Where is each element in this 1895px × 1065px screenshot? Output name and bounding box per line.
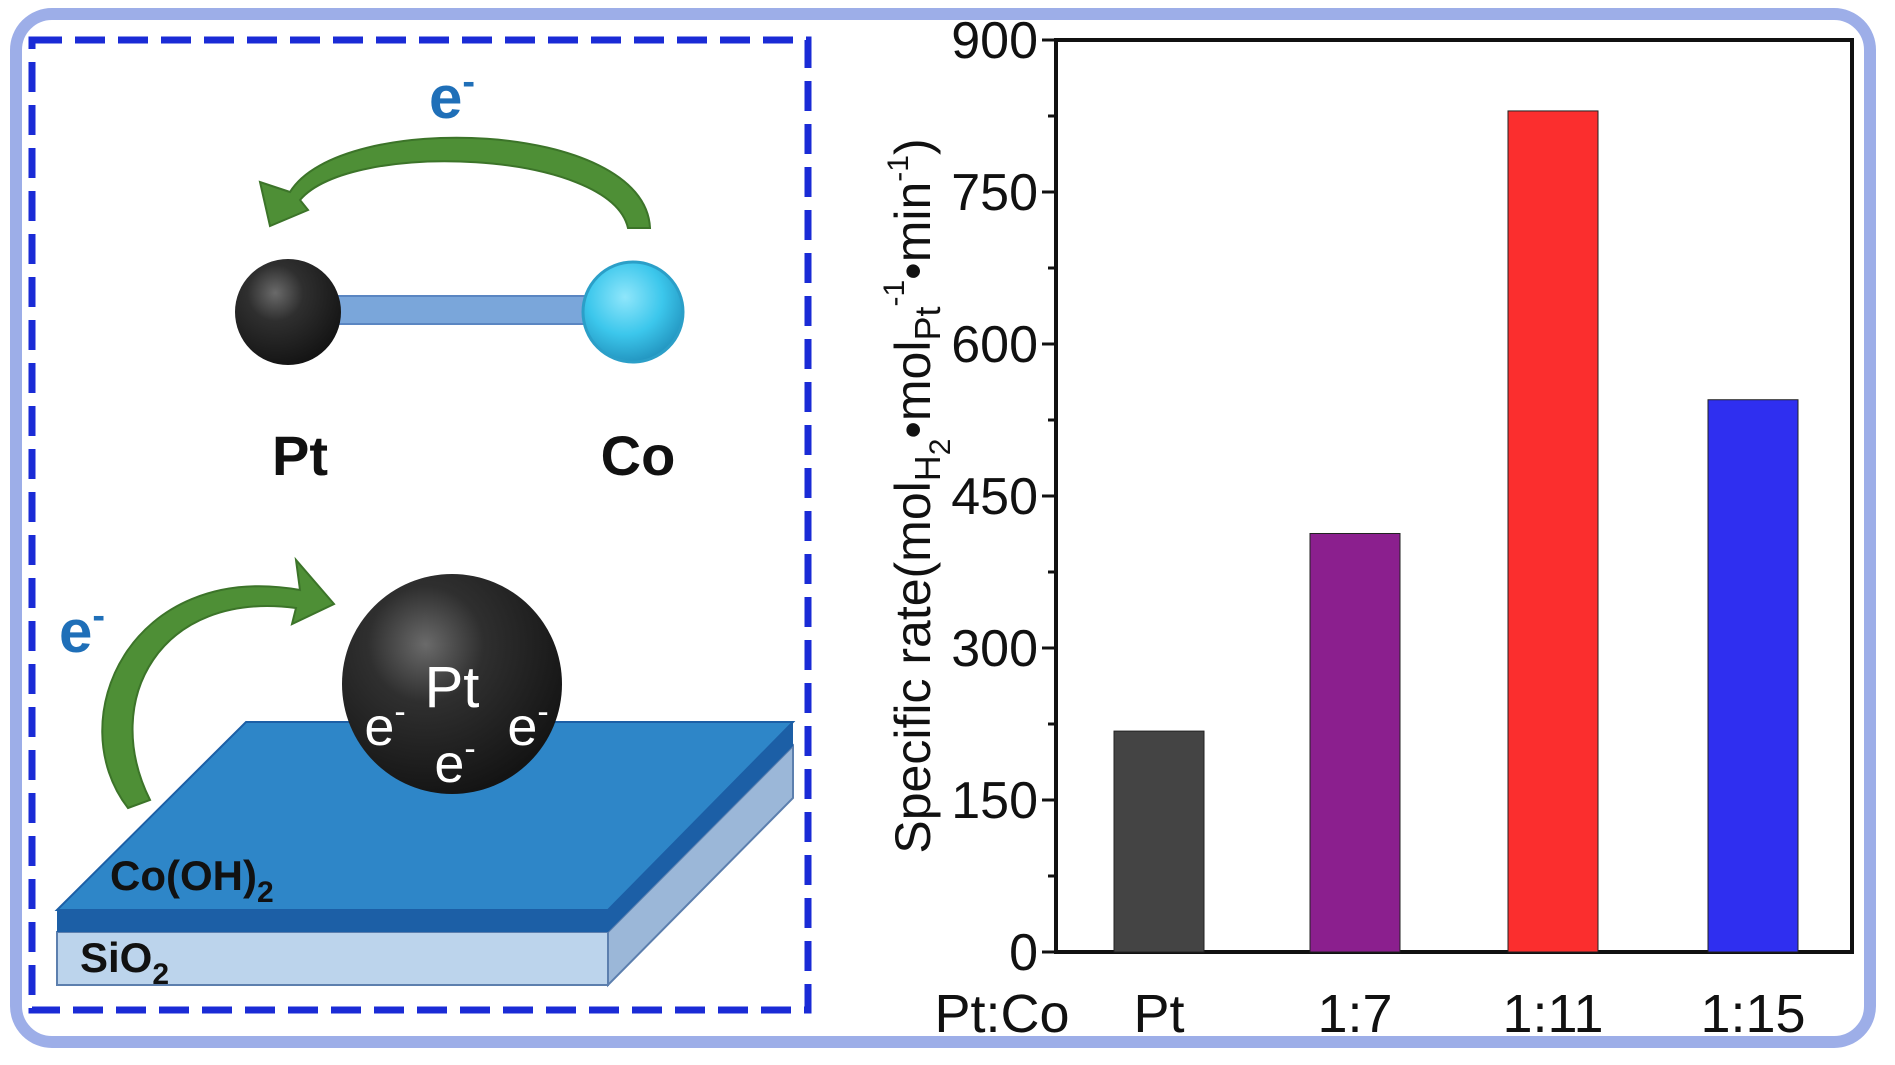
electron-transfer-arrow-top bbox=[258, 136, 652, 229]
particle-electron-2: e- bbox=[434, 730, 475, 794]
x-tick-label-0: Pt bbox=[1133, 984, 1184, 1044]
y-tick-label-3: 450 bbox=[951, 468, 1038, 526]
y-axis-label-part-7: -1 bbox=[882, 155, 915, 182]
category-axis-label: Pt:Co bbox=[934, 984, 1069, 1044]
y-axis-label-part-0: Specific rate(mol bbox=[885, 481, 941, 853]
y-tick-label-5: 750 bbox=[951, 164, 1038, 222]
pt-atom bbox=[235, 259, 341, 365]
particle-electron-3: e- bbox=[507, 693, 548, 757]
y-tick-label-1: 150 bbox=[951, 772, 1038, 830]
bar-3 bbox=[1707, 399, 1799, 953]
dashed-border bbox=[28, 36, 812, 1014]
atom-label-co: Co bbox=[601, 424, 676, 487]
bar-1 bbox=[1309, 532, 1401, 953]
x-tick-label-1: 1:7 bbox=[1317, 984, 1392, 1044]
y-tick-label-0: 0 bbox=[1009, 924, 1038, 982]
bar-chart: 0 150 300 450 600 750 900 Pt 1:7 1:11 1:15 Pt:Co Sp… bbox=[878, 12, 1854, 1044]
y-axis-label-part-1: H bbox=[907, 455, 948, 481]
schematic-panel: e- Pt Co e- Co(OH)2 SiO2 Pt e- e- e- bbox=[28, 36, 812, 1014]
electron-label-left: e- bbox=[59, 595, 105, 665]
atom-label-pt: Pt bbox=[272, 424, 328, 487]
particle-electron-1: e- bbox=[364, 693, 405, 757]
x-tick-label-3: 1:15 bbox=[1700, 984, 1805, 1044]
cooh2-label: Co(OH)2 bbox=[110, 852, 274, 909]
y-tick-label-4: 600 bbox=[951, 316, 1038, 374]
cooh2-layer-side bbox=[608, 722, 793, 932]
y-axis-label-part-4: Pt bbox=[907, 306, 948, 340]
y-tick-label-6: 900 bbox=[951, 12, 1038, 70]
electron-transfer-arrow-left bbox=[101, 556, 336, 810]
bar-0 bbox=[1113, 730, 1205, 953]
y-axis-label: Specific rate(molH2•molPt-1•min-1) bbox=[878, 138, 957, 853]
x-tick-label-2: 1:11 bbox=[1502, 984, 1603, 1044]
y-axis-label-part-5: -1 bbox=[878, 280, 911, 307]
bar-2 bbox=[1507, 110, 1599, 953]
y-axis-label-part-8: ) bbox=[885, 138, 941, 155]
y-axis-label-part-6: •min bbox=[885, 182, 941, 280]
y-axis-label-part-2: 2 bbox=[924, 439, 957, 456]
sio2-label: SiO2 bbox=[80, 934, 169, 991]
pt-particle-label: Pt bbox=[425, 655, 480, 720]
y-axis-label-part-3: •mol bbox=[885, 341, 941, 439]
pt-co-bond bbox=[327, 295, 594, 325]
pt-particle bbox=[342, 574, 562, 794]
cooh2-layer-front bbox=[57, 910, 608, 932]
electron-label-top: e- bbox=[429, 61, 475, 131]
y-tick-label-2: 300 bbox=[951, 620, 1038, 678]
co-atom bbox=[581, 260, 685, 364]
